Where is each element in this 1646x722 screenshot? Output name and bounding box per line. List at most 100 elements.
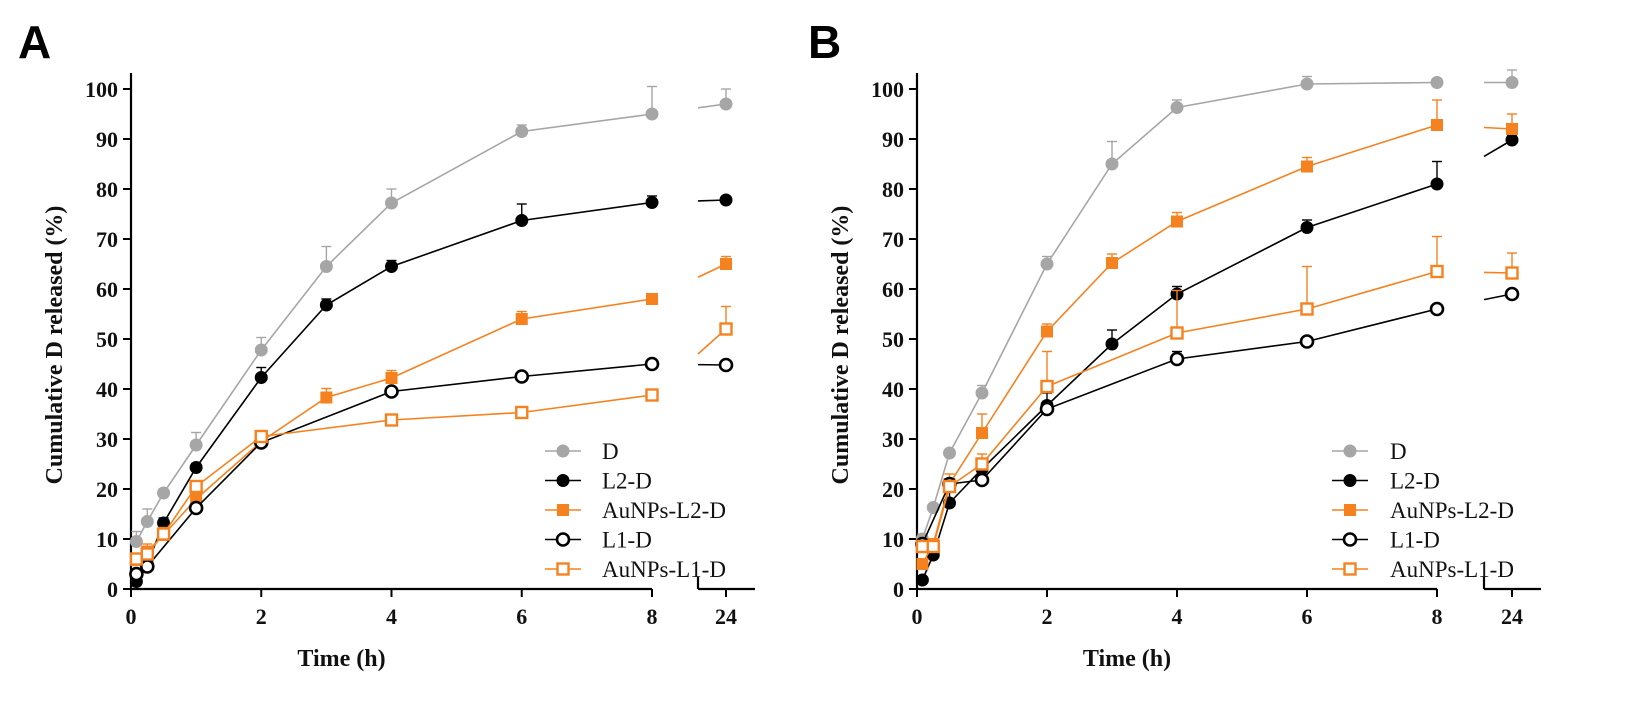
legend-label: D — [1390, 439, 1407, 464]
data-point — [1171, 215, 1183, 228]
data-point — [515, 125, 529, 138]
series-line — [922, 270, 1438, 548]
series-d — [129, 85, 733, 548]
data-point — [1040, 379, 1054, 394]
data-point — [943, 446, 956, 460]
data-point — [942, 479, 957, 494]
data-point — [514, 369, 530, 384]
data-point — [1429, 301, 1445, 317]
data-point — [719, 322, 733, 336]
data-point — [1505, 266, 1519, 280]
series-line — [921, 81, 1438, 540]
x-tick-label: 2 — [256, 604, 267, 629]
data-point — [1300, 77, 1314, 91]
data-point — [140, 515, 154, 528]
data-point — [974, 472, 990, 488]
data-point — [1430, 76, 1444, 89]
legend-marker — [555, 532, 571, 547]
data-point — [156, 527, 171, 541]
legend-label: L2-D — [602, 469, 652, 494]
y-tick-label: 50 — [96, 327, 118, 352]
legend-label: AuNPs-L1-D — [1390, 557, 1514, 582]
x-tick-label: 0 — [912, 604, 923, 629]
legend-marker — [1343, 444, 1357, 458]
legend-label: AuNPs-L1-D — [602, 557, 726, 582]
series-line — [921, 308, 1438, 545]
data-point — [644, 356, 660, 372]
data-point — [189, 479, 203, 494]
x-tick-label: 8 — [1432, 604, 1443, 629]
data-point — [129, 535, 143, 548]
series-aunps-l1-d — [915, 235, 1519, 554]
data-point — [254, 343, 268, 357]
data-point — [720, 258, 732, 270]
y-tick-label: 0 — [893, 577, 904, 602]
legend-label: L2-D — [1390, 469, 1440, 494]
legend-marker — [1344, 504, 1356, 516]
data-point — [189, 461, 203, 474]
series-d — [915, 69, 1519, 546]
series-line — [921, 124, 1438, 565]
legend: D L2-D AuNPs-L2-D L1-D AuNPs-L1-D — [1332, 439, 1514, 582]
x-tick-label: 6 — [1302, 604, 1313, 629]
x-tick-label: 4 — [386, 604, 397, 629]
legend-label: AuNPs-L2-D — [602, 498, 726, 523]
legend-label: AuNPs-L2-D — [1390, 498, 1514, 523]
data-point — [140, 547, 154, 561]
series-aunps-l1-d — [129, 305, 733, 566]
y-tick-label: 40 — [96, 377, 118, 402]
x-tick-label: 6 — [516, 604, 527, 629]
x-tick-label: 4 — [1172, 604, 1183, 629]
legend-marker — [557, 504, 569, 516]
x-axis-title: Time (h) — [1083, 646, 1171, 672]
legend: D L2-D AuNPs-L2-D L1-D AuNPs-L1-D — [545, 439, 726, 582]
x-tick-label: 0 — [126, 604, 137, 629]
data-point — [1300, 302, 1314, 316]
y-tick-label: 70 — [882, 227, 904, 252]
y-tick-label: 90 — [882, 127, 904, 152]
legend-marker — [556, 474, 570, 487]
legend-marker — [1342, 532, 1358, 547]
y-tick-label: 20 — [96, 477, 118, 502]
data-point — [385, 196, 398, 210]
data-point — [915, 539, 930, 554]
x-tick-label: 24 — [1501, 604, 1523, 629]
y-tick-label: 100 — [85, 77, 118, 102]
data-point — [916, 558, 929, 570]
y-axis-title: Cumulative D released (%) — [42, 206, 68, 485]
y-tick-label: 0 — [107, 577, 118, 602]
legend-marker — [556, 444, 570, 458]
data-point — [719, 97, 733, 111]
data-point — [515, 313, 528, 325]
legend-label: L1-D — [1390, 528, 1440, 553]
data-point — [254, 371, 268, 384]
data-point — [1430, 264, 1444, 279]
data-point — [645, 388, 659, 402]
data-point — [1106, 257, 1118, 269]
data-point — [975, 386, 989, 400]
data-point — [319, 298, 333, 312]
data-point — [1299, 334, 1315, 349]
data-point — [1301, 160, 1313, 173]
y-tick-label: 60 — [882, 277, 904, 302]
data-point — [254, 429, 268, 444]
x-tick-label: 8 — [647, 604, 658, 629]
data-point — [384, 413, 399, 427]
legend-marker — [556, 562, 570, 576]
y-tick-label: 10 — [96, 527, 118, 552]
data-point — [189, 438, 203, 452]
data-point — [1105, 157, 1119, 171]
data-point — [645, 107, 659, 121]
legend-label: L1-D — [602, 528, 652, 553]
panel-letter: A — [18, 16, 51, 68]
data-point — [975, 457, 989, 471]
data-point — [385, 260, 398, 273]
data-point — [515, 405, 529, 420]
data-point — [129, 566, 144, 582]
y-tick-label: 30 — [882, 427, 904, 452]
x-tick-label: 24 — [715, 604, 737, 629]
series-l1-d — [129, 356, 734, 582]
y-tick-label: 90 — [96, 127, 118, 152]
